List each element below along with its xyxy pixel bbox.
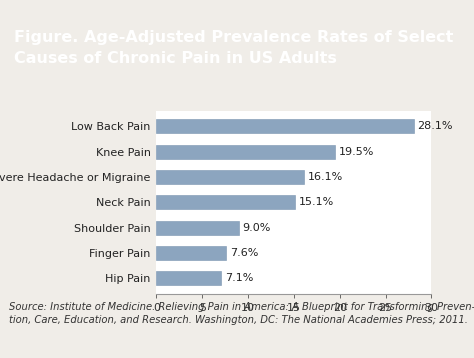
Bar	[156, 119, 414, 133]
Bar	[156, 145, 335, 159]
Bar	[156, 195, 295, 209]
Bar	[156, 170, 304, 184]
Text: 28.1%: 28.1%	[418, 121, 453, 131]
Bar	[156, 221, 239, 234]
Text: 7.1%: 7.1%	[225, 273, 254, 283]
Bar	[156, 246, 226, 260]
Text: 7.6%: 7.6%	[230, 248, 258, 258]
Text: 15.1%: 15.1%	[299, 197, 334, 207]
Text: 16.1%: 16.1%	[308, 172, 343, 182]
Text: Figure. Age-Adjusted Prevalence Rates of Select
Causes of Chronic Pain in US Adu: Figure. Age-Adjusted Prevalence Rates of…	[14, 30, 454, 66]
Text: 19.5%: 19.5%	[339, 146, 374, 156]
Text: 9.0%: 9.0%	[243, 223, 271, 233]
Text: Source: Institute of Medicine. Relieving Pain in America: A Blueprint for Transf: Source: Institute of Medicine. Relieving…	[9, 302, 474, 325]
Bar	[156, 271, 221, 285]
